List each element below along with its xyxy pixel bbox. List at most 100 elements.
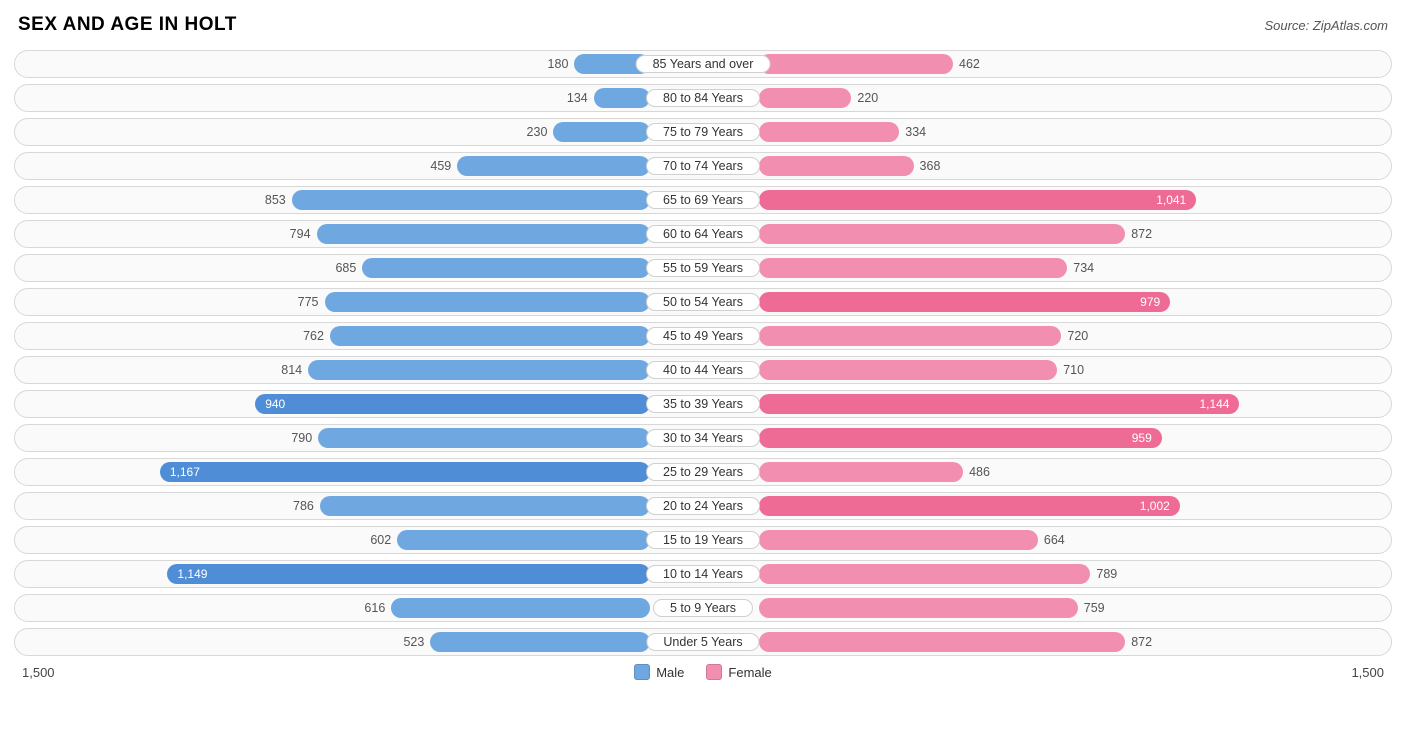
female-bar	[759, 530, 1038, 550]
axis-max-left: 1,500	[22, 665, 55, 680]
male-value: 814	[281, 363, 302, 377]
female-value: 789	[1096, 567, 1117, 581]
female-value: 486	[969, 465, 990, 479]
male-bar	[320, 496, 650, 516]
male-bar: 1,167	[160, 462, 650, 482]
female-bar	[759, 122, 899, 142]
female-bar	[759, 54, 953, 74]
age-label: 70 to 74 Years	[646, 157, 760, 175]
age-label: 60 to 64 Years	[646, 225, 760, 243]
female-bar	[759, 156, 914, 176]
age-label: 45 to 49 Years	[646, 327, 760, 345]
male-value: 786	[293, 499, 314, 513]
male-bar	[362, 258, 650, 278]
male-value: 685	[335, 261, 356, 275]
legend-male-label: Male	[656, 665, 684, 680]
female-bar	[759, 360, 1057, 380]
female-value: 220	[857, 91, 878, 105]
pyramid-row: 616 759 5 to 9 Years	[14, 594, 1392, 622]
female-bar	[759, 564, 1090, 584]
male-value: 1,149	[177, 567, 207, 581]
age-label: 5 to 9 Years	[653, 599, 753, 617]
male-value: 775	[298, 295, 319, 309]
male-value: 794	[290, 227, 311, 241]
male-swatch-icon	[634, 664, 650, 680]
pyramid-row: 60266415 to 19 Years	[14, 526, 1392, 554]
male-value: 459	[430, 159, 451, 173]
male-value: 790	[291, 431, 312, 445]
female-bar: 1,002	[759, 496, 1180, 516]
age-label: 10 to 14 Years	[646, 565, 760, 583]
female-value: 1,002	[1140, 499, 1170, 513]
male-value: 230	[527, 125, 548, 139]
male-value: 853	[265, 193, 286, 207]
age-label: 55 to 59 Years	[646, 259, 760, 277]
female-value: 959	[1132, 431, 1152, 445]
pyramid-row: 18046285 Years and over	[14, 50, 1392, 78]
male-bar	[318, 428, 650, 448]
pyramid-row: 68573455 to 59 Years	[14, 254, 1392, 282]
female-value: 872	[1131, 635, 1152, 649]
age-label: 40 to 44 Years	[646, 361, 760, 379]
female-bar: 1,144	[759, 394, 1239, 414]
male-value: 616	[364, 601, 385, 615]
male-value: 523	[403, 635, 424, 649]
chart-source: Source: ZipAtlas.com	[1264, 18, 1388, 33]
pyramid-row: 230 334 75 to 79 Years	[14, 118, 1392, 146]
female-value: 334	[905, 125, 926, 139]
age-label: 25 to 29 Years	[646, 463, 760, 481]
male-value: 940	[265, 397, 285, 411]
female-value: 979	[1140, 295, 1160, 309]
pyramid-row: 1,149 789 10 to 14 Years	[14, 560, 1392, 588]
female-bar	[759, 258, 1067, 278]
male-bar	[457, 156, 650, 176]
female-value: 1,041	[1156, 193, 1186, 207]
male-bar	[397, 530, 650, 550]
age-label: 30 to 34 Years	[646, 429, 760, 447]
female-bar	[759, 632, 1125, 652]
age-label: 75 to 79 Years	[646, 123, 760, 141]
pyramid-row: 13422080 to 84 Years	[14, 84, 1392, 112]
female-bar	[759, 598, 1078, 618]
female-bar	[759, 88, 851, 108]
pyramid-row: 775 979 50 to 54 Years	[14, 288, 1392, 316]
male-bar: 940	[255, 394, 650, 414]
male-value: 134	[567, 91, 588, 105]
pyramid-row: 940 1,144 35 to 39 Years	[14, 390, 1392, 418]
age-label: 65 to 69 Years	[646, 191, 760, 209]
male-bar	[430, 632, 650, 652]
male-bar	[317, 224, 650, 244]
male-bar: 1,149	[167, 564, 650, 584]
male-value: 180	[548, 57, 569, 71]
male-bar	[325, 292, 651, 312]
legend: Male Female	[634, 664, 772, 680]
chart-title: SEX AND AGE IN HOLT	[18, 14, 237, 36]
female-value: 872	[1131, 227, 1152, 241]
pyramid-row: 523872Under 5 Years	[14, 628, 1392, 656]
pyramid-row: 7861,00220 to 24 Years	[14, 492, 1392, 520]
age-label: 50 to 54 Years	[646, 293, 760, 311]
female-value: 720	[1067, 329, 1088, 343]
pyramid-row: 853 1,041 65 to 69 Years	[14, 186, 1392, 214]
female-value: 1,144	[1199, 397, 1229, 411]
axis-max-right: 1,500	[1351, 665, 1384, 680]
pyramid-row: 1,167 486 25 to 29 Years	[14, 458, 1392, 486]
male-value: 762	[303, 329, 324, 343]
male-bar	[553, 122, 650, 142]
pyramid-row: 45936870 to 74 Years	[14, 152, 1392, 180]
female-bar	[759, 462, 963, 482]
female-bar: 1,041	[759, 190, 1196, 210]
female-bar: 959	[759, 428, 1162, 448]
female-value: 710	[1063, 363, 1084, 377]
female-value: 759	[1084, 601, 1105, 615]
population-pyramid: 18046285 Years and over13422080 to 84 Ye…	[14, 50, 1392, 656]
male-bar	[308, 360, 650, 380]
male-value: 1,167	[170, 465, 200, 479]
chart-header: SEX AND AGE IN HOLT Source: ZipAtlas.com	[14, 14, 1392, 36]
legend-male: Male	[634, 664, 684, 680]
male-bar	[292, 190, 650, 210]
age-label: 85 Years and over	[636, 55, 771, 73]
age-label: 35 to 39 Years	[646, 395, 760, 413]
male-bar	[391, 598, 650, 618]
female-value: 664	[1044, 533, 1065, 547]
